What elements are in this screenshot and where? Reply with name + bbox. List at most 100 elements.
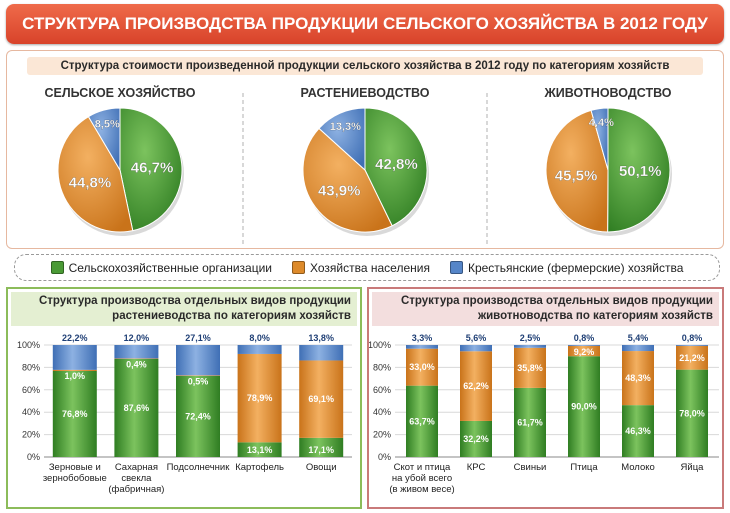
bar-data-label: 87,6% [124,403,150,413]
y-tick-label: 20% [373,430,391,440]
x-tick-label: (в живом весе) [389,484,454,495]
bar-data-label: 72,4% [185,411,211,421]
bar-data-label: 46,3% [625,426,651,436]
bar-segment-farms [237,345,282,354]
pie-slice-households [545,109,609,233]
x-tick-label: зернобобовые [43,473,107,484]
bar-data-label: 22,2% [62,333,88,343]
bar-segment-farms [299,345,344,361]
x-tick-label: на убой всего [392,473,452,484]
y-tick-label: 20% [22,430,40,440]
x-tick-label: Картофель [235,462,284,473]
pie-slice-agricultural-orgs [607,107,671,233]
crop-panel-title-line1: Структура производства отдельных видов п… [38,295,351,307]
bar-segment-farms [568,345,600,346]
pie-slice-agricultural-orgs [364,107,428,227]
y-tick-label: 40% [373,407,391,417]
bar-data-label: 27,1% [185,333,211,343]
bar-data-label: 2,5% [520,333,541,343]
page-title: СТРУКТУРА ПРОИЗВОДСТВА ПРОДУКЦИИ СЕЛЬСКО… [6,4,724,44]
pie-data-label: 4,4% [589,117,614,129]
pie-data-label: 13,3% [330,121,361,133]
legend-swatch-green [50,261,64,274]
x-tick-label: Подсолнечник [167,462,231,473]
bar-data-label: 35,8% [517,363,543,373]
bar-segment-households [460,351,492,421]
legend-item-households: Хозяйства населения [292,261,430,275]
pie-title: СЕЛЬСКОЕ ХОЗЯЙСТВО [44,85,195,100]
pie-data-label: 44,8% [69,175,112,192]
bar-segment-agricultural-orgs [299,437,344,457]
pie-data-label: 42,8% [375,156,418,173]
y-tick-label: 0% [378,452,391,462]
legend-item-agricultural-orgs: Сельскохозяйственные организации [50,261,272,275]
pie-data-label: 8,5% [95,118,120,130]
bar-segment-households [299,360,344,438]
bar-segment-households [406,348,438,386]
bar-data-label: 3,3% [412,333,433,343]
x-tick-label: Скот и птица [394,462,451,473]
livestock-panel-title-line2: животноводства по категориям хозяйств [477,310,713,322]
bar-data-label: 12,0% [124,333,150,343]
pie-slice-farms [590,107,609,171]
crop-stacked-bar-chart: 0% 20% 40% 60% 80% 100% 76,8% 1,0% 22,2% Зерновые… [17,333,352,495]
bar-segment-agricultural-orgs [568,356,600,457]
bar-data-label: 5,6% [466,333,487,343]
bar-segment-agricultural-orgs [460,420,492,457]
pie-charts: СЕЛЬСКОЕ ХОЗЯЙСТВО 46,7% 44,8% 8,5% РАСТЕНИЕ… [44,85,672,245]
pie-slice-households [57,115,134,233]
y-tick-label: 100% [17,340,40,350]
bar-data-label: 21,2% [679,353,705,363]
livestock-panel-title-line1: Структура производства отдельных видов п… [400,295,713,307]
bar-segment-farms [676,345,708,346]
x-tick-label: (фабричная) [108,484,164,495]
bar-segment-households [514,347,546,388]
bar-segment-farms [114,345,159,359]
bar-segment-farms [514,345,546,348]
legend-label: Хозяйства населения [310,260,430,275]
y-tick-label: 0% [27,452,40,462]
bar-data-label: 48,3% [625,373,651,383]
bar-segment-agricultural-orgs [237,442,282,457]
bar-data-label: 61,7% [517,417,543,427]
bar-segment-households [52,369,97,371]
bar-data-label: 1,0% [65,371,86,381]
bar-segment-agricultural-orgs [114,358,159,457]
bar-data-label: 0,8% [574,333,595,343]
legend-swatch-blue [449,261,463,274]
pie-title: ЖИВОТНОВОДСТВО [543,86,671,100]
bar-data-label: 13,8% [308,333,334,343]
bar-data-label: 78,0% [679,408,705,418]
bar-data-label: 9,2% [574,347,595,357]
pie-data-label: 50,1% [619,163,662,180]
bar-segment-households [676,345,708,370]
bar-data-label: 0,4% [126,359,147,369]
pie-data-label: 45,5% [555,167,598,184]
pie-slice-farms [87,107,121,172]
bar-segment-households [237,353,282,443]
x-tick-label: КРС [467,462,486,473]
x-tick-label: Птица [570,462,598,473]
crop-panel-title-line2: растениеводства по категориям хозяйств [112,310,351,322]
y-tick-label: 40% [22,407,40,417]
y-tick-label: 60% [373,385,391,395]
x-tick-label: Овощи [306,462,337,473]
bar-data-label: 32,2% [463,434,489,444]
y-tick-label: 80% [373,362,391,372]
x-tick-label: Свиньи [514,462,547,473]
bar-segment-agricultural-orgs [52,370,97,457]
x-tick-label: свекла [121,473,152,484]
bar-segment-agricultural-orgs [406,385,438,457]
pie-slice-farms [318,107,366,172]
bar-data-label: 33,0% [409,362,435,372]
bar-segment-households [568,345,600,357]
bar-data-label: 17,1% [308,445,334,455]
bar-data-label: 63,7% [409,416,435,426]
pie-title: РАСТЕНИЕВОДСТВО [301,86,430,100]
crop-panel-title: Структура производства отдельных видов п… [11,292,357,326]
livestock-panel-title: Структура производства отдельных видов п… [372,292,719,326]
legend: Сельскохозяйственные организации Хозяйст… [14,254,720,281]
x-tick-label: Сахарная [115,462,158,473]
pie-data-label: 46,7% [131,160,174,177]
x-tick-label: Зерновые и [49,462,101,473]
